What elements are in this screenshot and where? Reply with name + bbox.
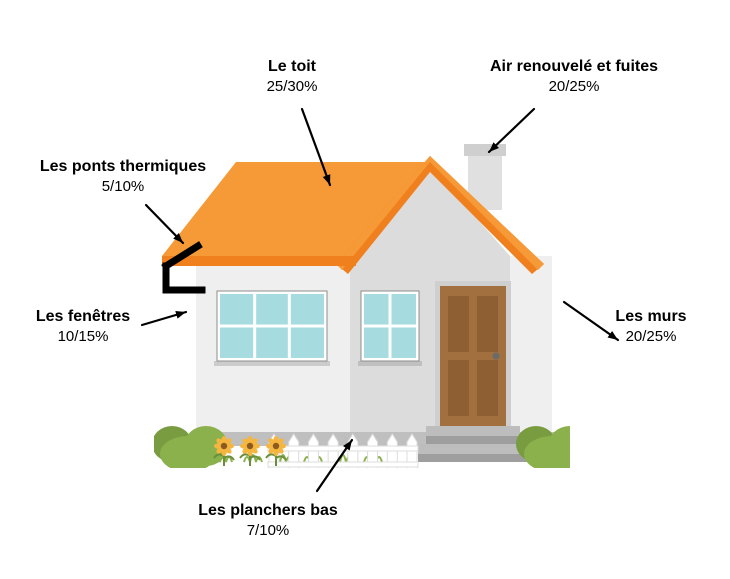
wall-right xyxy=(510,256,552,432)
step-2-top xyxy=(418,444,528,454)
label-roof: Le toit 25/30% xyxy=(232,58,352,95)
label-air-title: Air renouvelé et fuites xyxy=(454,58,694,76)
window-small-sill xyxy=(358,361,422,366)
flower-2-center xyxy=(247,443,253,449)
window-large-sill xyxy=(214,361,330,366)
label-walls-value: 20/25% xyxy=(596,328,706,345)
flower-1-center xyxy=(221,443,227,449)
door-panel xyxy=(477,360,498,416)
flower-3-center xyxy=(273,443,279,449)
label-floor-value: 7/10% xyxy=(178,522,358,539)
door-panel xyxy=(477,296,498,352)
fence-rail-bottom xyxy=(268,462,418,467)
label-walls-title: Les murs xyxy=(596,308,706,326)
step-2-front xyxy=(418,454,528,462)
label-thermal-bridges-value: 5/10% xyxy=(23,178,223,195)
chimney-cap xyxy=(464,144,506,156)
label-floor: Les planchers bas 7/10% xyxy=(178,502,358,539)
label-thermal-bridges-title: Les ponts thermiques xyxy=(23,158,223,176)
fence-rail-top xyxy=(268,446,418,451)
door-knob xyxy=(493,353,500,360)
label-roof-value: 25/30% xyxy=(232,78,352,95)
step-1-front xyxy=(426,436,520,444)
door-panel xyxy=(448,360,469,416)
label-air-value: 20/25% xyxy=(454,78,694,95)
label-floor-title: Les planchers bas xyxy=(178,502,358,520)
label-walls: Les murs 20/25% xyxy=(596,308,706,345)
label-windows-title: Les fenêtres xyxy=(23,308,143,326)
label-thermal-bridges: Les ponts thermiques 5/10% xyxy=(23,158,223,195)
roof-left-eave xyxy=(162,256,356,266)
label-windows-value: 10/15% xyxy=(23,328,143,345)
label-air: Air renouvelé et fuites 20/25% xyxy=(454,58,694,95)
door-panel xyxy=(448,296,469,352)
step-1-top xyxy=(426,426,520,436)
label-windows: Les fenêtres 10/15% xyxy=(23,308,143,345)
label-roof-title: Le toit xyxy=(232,58,352,76)
